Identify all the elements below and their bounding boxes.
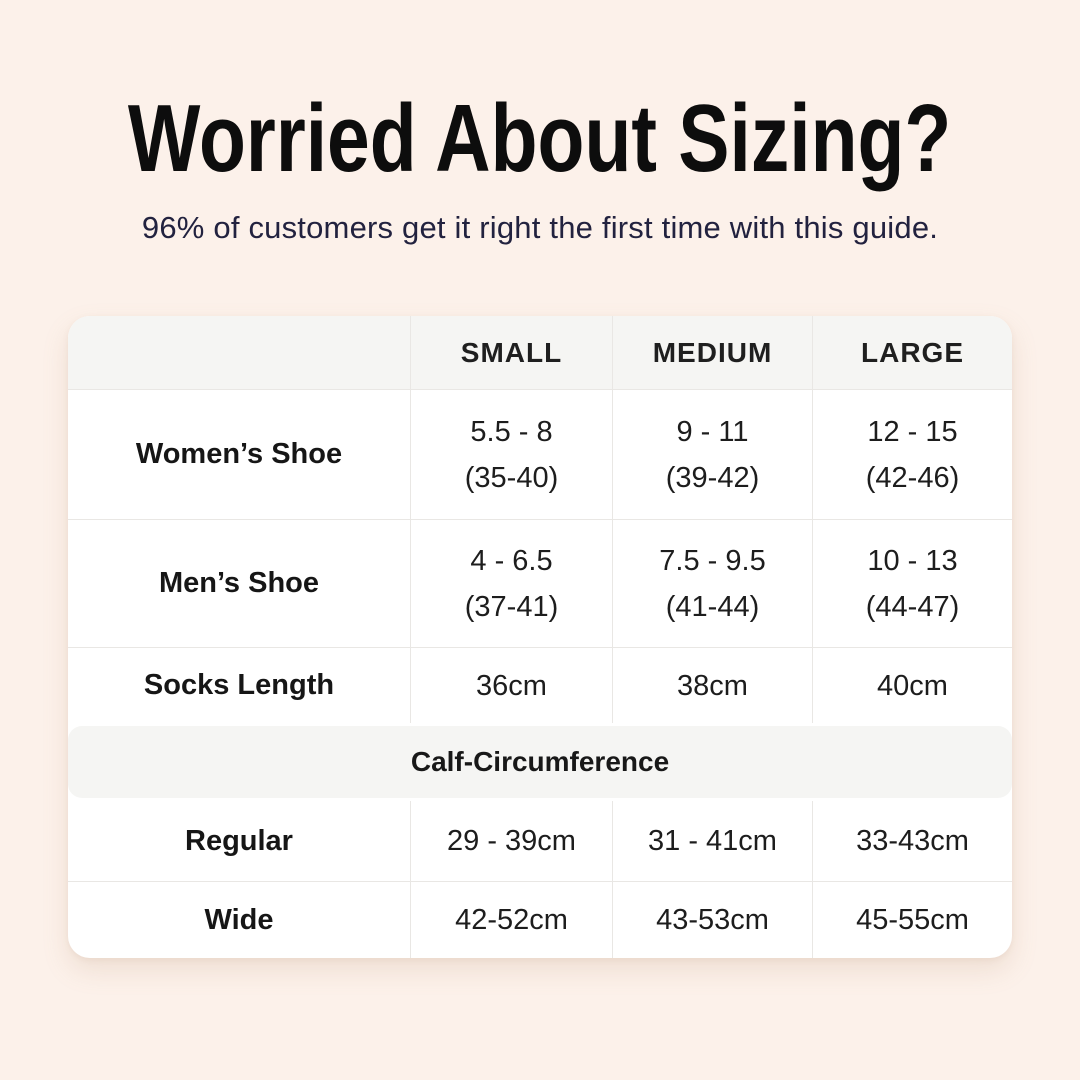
cell-line: 31 - 41cm [648,825,777,857]
row-label-mens-shoe: Men’s Shoe [158,567,320,599]
cell-line: 40cm [877,669,948,702]
cell-wide-medium: 43-53cm [612,882,812,958]
cell-mens-large: 10 - 13 (44-47) [812,520,1012,647]
cell-wide-small: 42-52cm [410,882,612,958]
cell-socks-medium: 38cm [612,648,812,723]
header-cell-large: LARGE [812,316,1012,389]
cell-line: 9 - 11 [676,415,749,448]
cell-line: (42-46) [865,461,960,494]
cell-wide-large: 45-55cm [812,882,1012,958]
cell-line: 12 - 15 [867,415,958,448]
header-cell-small: SMALL [410,316,612,389]
cell-mens-medium: 7.5 - 9.5 (41-44) [612,520,812,647]
cell-womens-large: 12 - 15 (42-46) [812,390,1012,519]
cell-line: 33-43cm [856,825,969,857]
table-row-wide: Wide 42-52cm 43-53cm 45-55cm [68,881,1012,958]
cell-line: 45-55cm [856,904,969,936]
cell-line: (39-42) [665,461,760,494]
cell-socks-small: 36cm [410,648,612,723]
cell-line: 42-52cm [455,904,568,936]
table-header-row: SMALL MEDIUM LARGE [68,316,1012,390]
row-label-socks-length: Socks Length [143,669,335,701]
cell-line: 38cm [677,669,748,702]
table-row-womens-shoe: Women’s Shoe 5.5 - 8 (35-40) 9 - 11 (39-… [68,390,1012,519]
table-row-regular: Regular 29 - 39cm 31 - 41cm 33-43cm [68,801,1012,881]
cell-regular-large: 33-43cm [812,801,1012,881]
cell-regular-small: 29 - 39cm [410,801,612,881]
table-row-socks-length: Socks Length 36cm 38cm 40cm [68,647,1012,723]
row-label-wide: Wide [204,903,274,936]
page-subtitle: 96% of customers get it right the first … [141,210,939,245]
cell-line: (35-40) [464,461,559,494]
calf-circumference-section-header: Calf-Circumference [68,726,1012,798]
cell-line: 5.5 - 8 [470,415,553,448]
table-row-mens-shoe: Men’s Shoe 4 - 6.5 (37-41) 7.5 - 9.5 (41… [68,519,1012,647]
size-table-card: SMALL MEDIUM LARGE Women’s Shoe 5.5 - 8 … [68,316,1012,958]
cell-socks-large: 40cm [812,648,1012,723]
row-label-womens-shoe: Women’s Shoe [135,438,343,470]
cell-line: (41-44) [665,590,760,623]
cell-line: 29 - 39cm [447,825,576,857]
cell-mens-small: 4 - 6.5 (37-41) [410,520,612,647]
page-title-text: Worried About Sizing? [128,85,952,192]
header-cell-empty [68,316,410,389]
cell-womens-small: 5.5 - 8 (35-40) [410,390,612,519]
header-cell-medium: MEDIUM [612,316,812,389]
row-label-regular: Regular [185,824,293,857]
cell-line: (44-47) [865,590,960,623]
cell-line: 10 - 13 [867,544,958,577]
cell-line: 36cm [476,669,547,702]
cell-regular-medium: 31 - 41cm [612,801,812,881]
cell-line: 7.5 - 9.5 [659,544,766,577]
cell-line: 4 - 6.5 [470,544,553,577]
cell-line: 43-53cm [656,904,769,936]
page-title: Worried About Sizing? [0,84,1080,194]
cell-line: (37-41) [464,590,559,623]
cell-womens-medium: 9 - 11 (39-42) [612,390,812,519]
calf-circumference-section-title: Calf-Circumference [410,746,670,777]
